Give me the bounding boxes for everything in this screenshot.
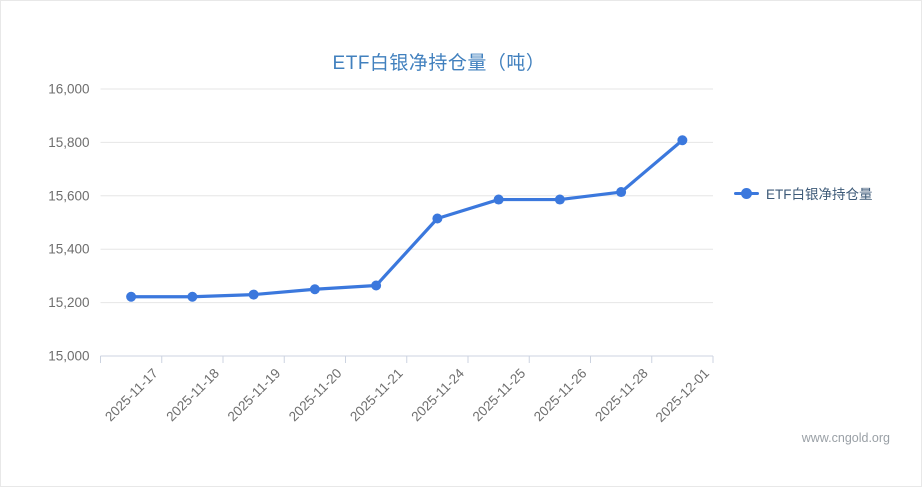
data-point[interactable] (187, 291, 198, 302)
legend-line-marker-icon (734, 187, 759, 199)
data-point[interactable] (554, 194, 565, 205)
data-point[interactable] (493, 194, 504, 205)
data-point[interactable] (432, 213, 443, 224)
y-axis-tick-label: 15,400 (48, 242, 89, 257)
data-point[interactable] (677, 135, 688, 146)
data-point[interactable] (309, 284, 320, 295)
x-axis-tick-label: 2025-11-18 (163, 366, 222, 425)
series-line (129, 138, 684, 299)
x-axis-tick-label: 2025-11-21 (347, 366, 406, 425)
legend-item[interactable]: ETF白银净持仓量 (734, 183, 873, 203)
y-axis-tick-label: 15,200 (48, 295, 89, 310)
y-axis-tick-label: 15,600 (48, 188, 89, 203)
x-axis-tick-label: 2025-11-26 (531, 366, 590, 425)
x-axis-tick-label: 2025-11-25 (470, 366, 529, 425)
y-axis-tick-label: 16,000 (48, 82, 89, 97)
legend-label: ETF白银净持仓量 (766, 187, 873, 202)
x-axis-tick-label: 2025-12-01 (653, 366, 712, 425)
x-axis-tick-label: 2025-11-20 (286, 366, 345, 425)
watermark: www.cngold.org (801, 431, 890, 445)
data-point[interactable] (248, 289, 259, 300)
x-axis-tick-label: 2025-11-24 (408, 365, 467, 424)
data-point[interactable] (126, 291, 137, 302)
y-axis-tick-label: 15,800 (48, 135, 89, 150)
data-point[interactable] (371, 280, 382, 291)
chart-title: ETF白银净持仓量（吨） (332, 53, 546, 74)
x-axis-tick-label: 2025-11-19 (225, 366, 284, 425)
y-axis-tick-label: 15,000 (48, 349, 89, 364)
data-point[interactable] (616, 187, 627, 198)
x-axis-tick-label: 2025-11-17 (102, 366, 161, 425)
legend-dot-icon (741, 187, 752, 199)
x-axis-tick-label: 2025-11-28 (592, 366, 651, 425)
